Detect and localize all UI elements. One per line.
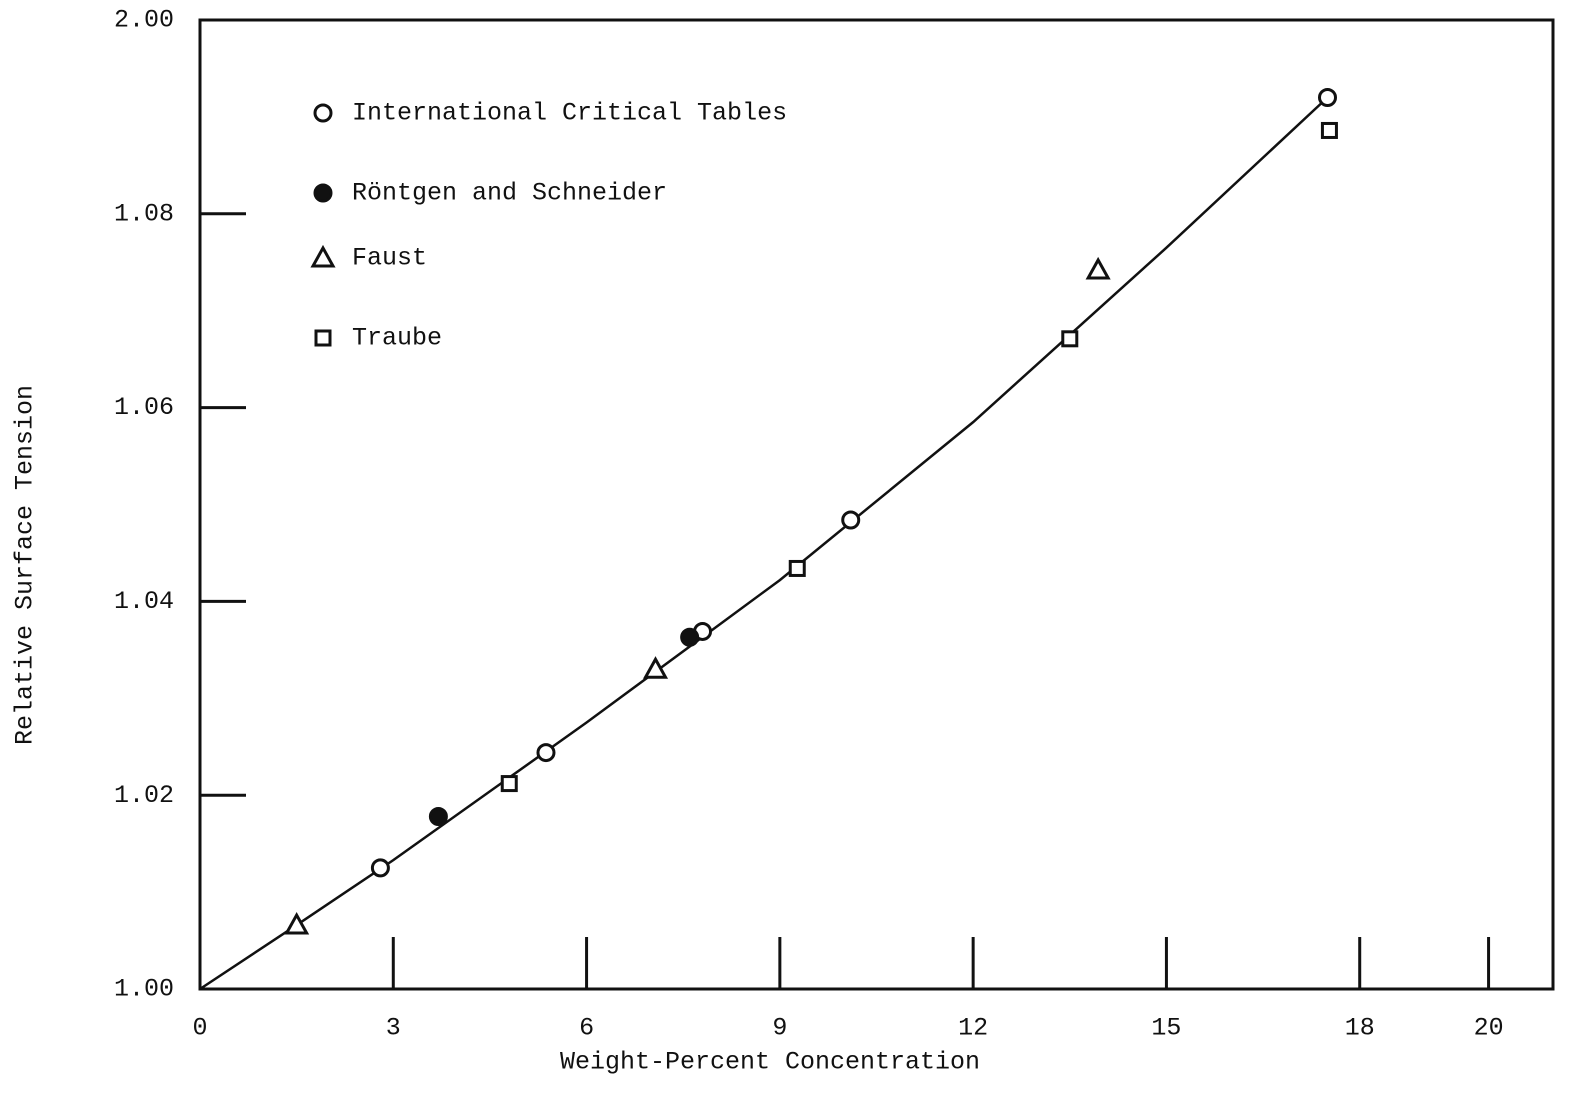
legend-marker (314, 329, 332, 347)
data-point (284, 911, 310, 935)
y-axis-title: Relative Surface Tension (11, 385, 40, 745)
x-tick-label: 9 (772, 1014, 787, 1043)
data-point (1320, 121, 1338, 139)
legend-marker (310, 244, 336, 268)
plot-frame (198, 18, 1555, 991)
y-tick-label: 1.02 (114, 781, 174, 810)
data-point (680, 627, 700, 647)
x-tick-label: 6 (579, 1014, 594, 1043)
y-tick-label: 2.00 (114, 6, 174, 35)
legend-label: Röntgen and Schneider (352, 179, 667, 208)
legend-label: International Critical Tables (352, 99, 787, 128)
data-point (1085, 256, 1111, 280)
legend-label: Traube (352, 324, 442, 353)
legend-marker (313, 183, 333, 203)
x-tick-label: 20 (1474, 1014, 1504, 1043)
data-point (841, 510, 861, 530)
data-point (1318, 88, 1337, 108)
data-point (370, 858, 390, 878)
x-tick-label: 18 (1345, 1014, 1375, 1043)
legend-marker (313, 103, 333, 123)
y-tick-label: 1.04 (114, 587, 174, 616)
data-point (788, 559, 806, 577)
x-tick-label: 0 (192, 1014, 207, 1043)
y-tick-label: 1.00 (114, 975, 174, 1004)
x-tick-label: 3 (386, 1014, 401, 1043)
data-point (536, 743, 556, 763)
y-tick-label: 1.06 (114, 393, 174, 422)
data-point (1061, 330, 1079, 348)
legend-label: Faust (352, 244, 427, 273)
x-tick-label: 12 (958, 1014, 988, 1043)
y-tick-label: 1.08 (114, 199, 174, 228)
data-point (642, 656, 669, 679)
x-axis-title: Weight-Percent Concentration (560, 1048, 980, 1077)
fit-curve (199, 96, 1329, 991)
data-point (428, 807, 448, 827)
x-tick-label: 15 (1151, 1014, 1181, 1043)
data-point (500, 775, 518, 793)
